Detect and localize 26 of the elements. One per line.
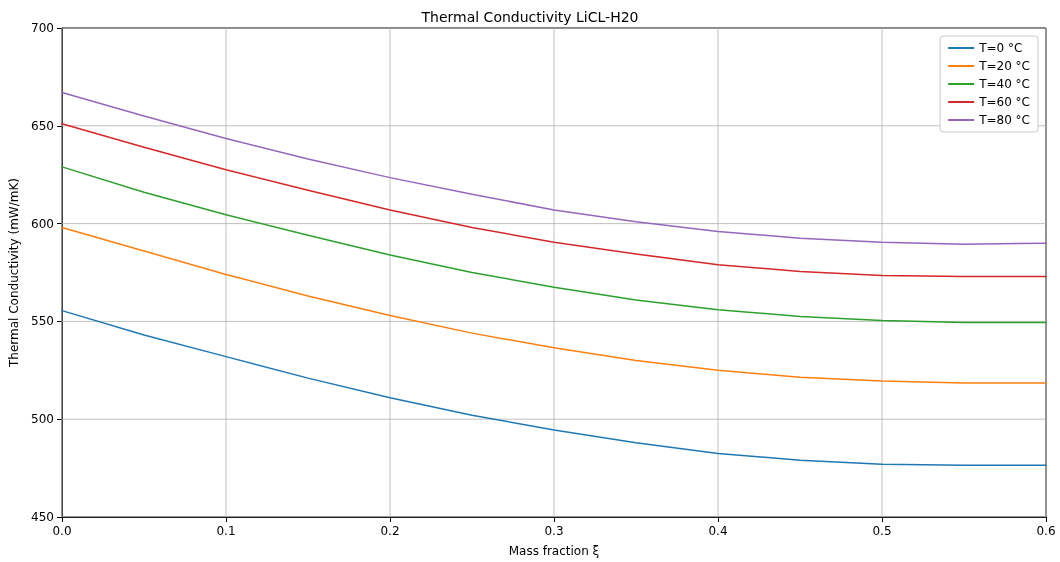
line-series xyxy=(61,309,1047,466)
y-axis-title: Thermal Conductivity (mW/mK) xyxy=(7,178,21,368)
x-tick-label: 0.6 xyxy=(1036,524,1056,538)
legend-label: T=20 °C xyxy=(978,59,1031,73)
x-tick-label: 0.4 xyxy=(708,524,728,538)
legend-label: T=80 °C xyxy=(978,113,1031,127)
legend-label: T=0 °C xyxy=(978,41,1023,55)
y-tick-label: 600 xyxy=(31,216,54,231)
line-series xyxy=(61,226,1047,384)
y-tick-label: 550 xyxy=(31,314,54,329)
y-tick-label: 500 xyxy=(31,412,54,427)
x-tick-label: 0.5 xyxy=(872,524,892,538)
y-tick-label: 700 xyxy=(31,21,54,35)
x-tick-label: 0.2 xyxy=(380,524,400,538)
x-tick-label: 0.1 xyxy=(216,524,236,538)
y-tick-label: 450 xyxy=(31,510,54,524)
line-series xyxy=(61,91,1047,245)
chart-title: Thermal Conductivity LiCL-H20 xyxy=(420,9,639,25)
x-tick-label: 0.3 xyxy=(544,524,564,538)
y-tick-label: 650 xyxy=(31,118,54,133)
legend-label: T=40 °C xyxy=(978,77,1031,91)
line-series xyxy=(61,166,1047,324)
x-axis-title: Mass fraction ξ xyxy=(508,544,600,558)
line-series xyxy=(61,123,1047,278)
x-tick-label: 0.0 xyxy=(52,524,72,538)
legend-label: T=60 °C xyxy=(978,95,1031,109)
